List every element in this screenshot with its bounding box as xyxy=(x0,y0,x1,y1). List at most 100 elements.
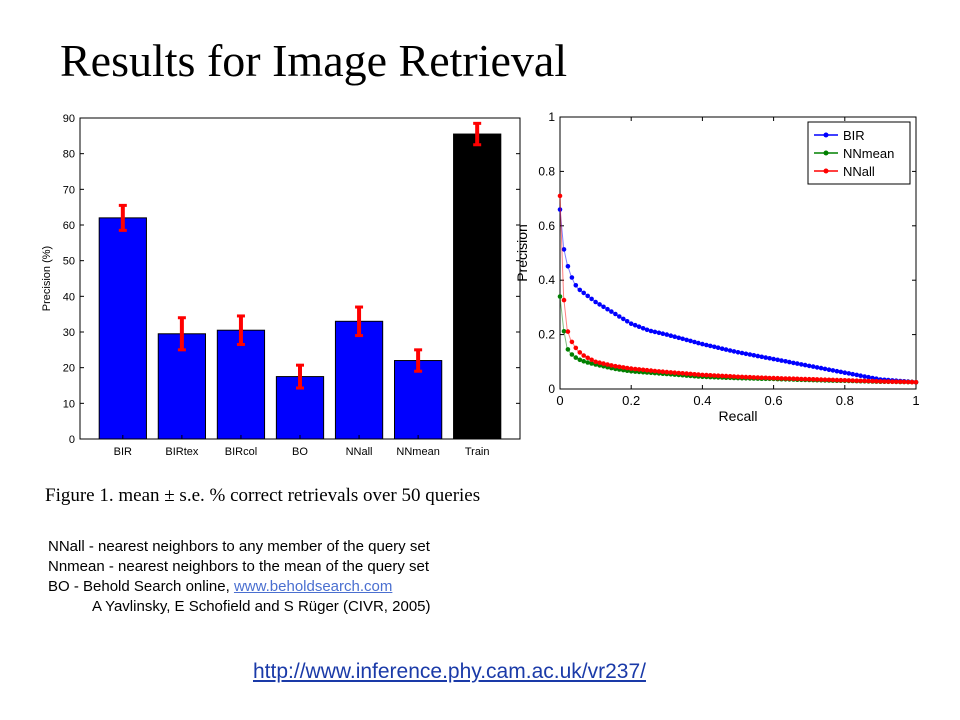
point-bir xyxy=(617,314,622,319)
y-tick-label: 0.2 xyxy=(538,328,555,342)
point-nnall xyxy=(628,366,634,371)
point-nnall xyxy=(719,373,725,379)
point-nnmean xyxy=(573,355,579,360)
point-nnall xyxy=(739,374,745,380)
point-nnall xyxy=(830,377,836,383)
point-nnall xyxy=(814,377,820,382)
point-nnmean xyxy=(585,360,590,365)
point-bir xyxy=(613,311,618,317)
point-nnall xyxy=(735,374,741,380)
y-axis-label: Precision xyxy=(514,224,530,282)
point-bir xyxy=(739,350,745,356)
y-tick-label: 80 xyxy=(63,149,75,161)
point-bir xyxy=(636,324,642,329)
y-tick-label: 0 xyxy=(548,382,555,396)
point-bir xyxy=(779,358,784,363)
point-nnall xyxy=(854,378,859,384)
point-nnall xyxy=(636,367,642,372)
point-bir xyxy=(842,370,848,376)
point-nnall xyxy=(585,355,590,361)
point-nnmean xyxy=(569,352,575,357)
y-tick-label: 1 xyxy=(548,110,555,124)
point-bir xyxy=(735,350,741,355)
y-tick-label: 40 xyxy=(63,291,75,303)
point-bir xyxy=(822,366,828,372)
legend-marker-nnall xyxy=(823,168,829,174)
point-nnall xyxy=(779,376,784,381)
point-nnall xyxy=(802,376,808,382)
point-bir xyxy=(589,296,594,302)
x-tick-label: 0.2 xyxy=(622,393,640,408)
point-nnall xyxy=(700,372,705,378)
point-bir xyxy=(727,348,733,353)
x-tick-label: BO xyxy=(292,446,308,458)
point-bir xyxy=(783,359,788,364)
point-bir xyxy=(605,306,610,312)
point-bir xyxy=(802,362,808,368)
point-bir xyxy=(708,343,713,349)
point-nnall xyxy=(905,379,911,385)
point-bir xyxy=(704,342,709,348)
point-bir xyxy=(644,327,650,333)
point-bir xyxy=(632,322,638,328)
y-tick-label: 10 xyxy=(63,398,75,410)
point-nnall xyxy=(862,378,867,384)
point-bir xyxy=(692,339,697,345)
point-bir xyxy=(712,344,717,350)
point-bir xyxy=(696,340,701,346)
point-nnall xyxy=(759,375,764,381)
point-bir xyxy=(597,302,602,307)
point-nnall xyxy=(850,378,855,383)
point-bir xyxy=(700,341,705,347)
x-tick-label: BIR xyxy=(114,446,132,458)
point-nnall xyxy=(692,372,697,377)
point-nnall xyxy=(617,364,622,370)
point-bir xyxy=(834,368,840,374)
point-bir xyxy=(806,363,812,369)
y-tick-label: 30 xyxy=(63,327,75,339)
x-tick-label: BIRcol xyxy=(225,446,257,458)
point-bir xyxy=(565,264,571,269)
notes-block: NNall - nearest neighbors to any member … xyxy=(48,537,431,617)
point-bir xyxy=(787,359,792,365)
point-bir xyxy=(810,364,816,369)
point-bir xyxy=(561,247,567,252)
point-nnall xyxy=(652,368,658,374)
point-nnall xyxy=(723,373,729,379)
point-nnall xyxy=(696,372,701,377)
point-nnall xyxy=(573,345,579,351)
point-nnmean xyxy=(577,357,583,363)
point-bir xyxy=(838,369,844,375)
note-bo: BO - Behold Search online, www.beholdsea… xyxy=(48,577,431,597)
point-nnall xyxy=(668,370,674,375)
point-nnall xyxy=(838,377,844,383)
x-tick-label: 1 xyxy=(912,393,919,408)
x-tick-label: 0 xyxy=(556,393,563,408)
point-nnmean xyxy=(581,359,586,364)
point-bir xyxy=(846,371,852,376)
point-bir xyxy=(866,374,871,380)
point-nnall xyxy=(712,373,717,378)
bar-train xyxy=(453,133,502,440)
point-bir xyxy=(862,374,867,379)
y-tick-label: 20 xyxy=(63,363,75,375)
point-nnall xyxy=(806,376,812,382)
point-nnall xyxy=(775,375,780,381)
point-nnall xyxy=(743,374,749,380)
legend-marker-bir xyxy=(823,132,829,138)
point-nnall xyxy=(676,370,681,376)
note-bo-text: BO - Behold Search online, xyxy=(48,578,234,595)
point-bir xyxy=(818,365,824,371)
x-tick-label: NNmean xyxy=(396,446,439,458)
point-nnall xyxy=(565,329,571,334)
point-bir xyxy=(664,332,670,337)
legend-label-nnall: NNall xyxy=(843,164,875,179)
legend-marker-nnmean xyxy=(823,150,829,156)
beholdsearch-link[interactable]: www.beholdsearch.com xyxy=(233,578,393,595)
point-bir xyxy=(731,349,737,354)
footer-url-link[interactable]: http://www.inference.phy.cam.ac.uk/vr237… xyxy=(253,660,646,683)
point-nnall xyxy=(874,379,879,384)
point-nnall xyxy=(624,365,630,371)
point-bir xyxy=(759,354,764,360)
point-nnall xyxy=(878,379,883,384)
